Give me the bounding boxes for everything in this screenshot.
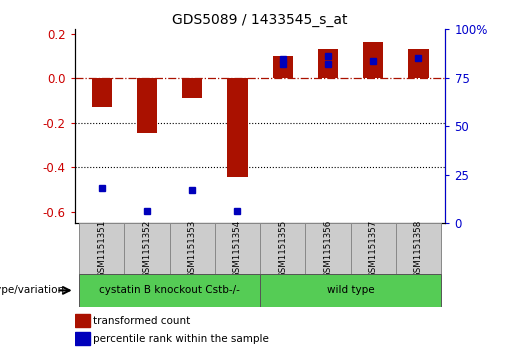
Bar: [363, 42, 383, 78]
Bar: [305, 223, 351, 274]
Text: GSM1151358: GSM1151358: [414, 220, 423, 278]
Bar: [227, 78, 248, 178]
Text: genotype/variation: genotype/variation: [0, 285, 64, 295]
Bar: [396, 223, 441, 274]
Text: GSM1151356: GSM1151356: [323, 220, 332, 278]
Bar: [79, 223, 125, 274]
Text: percentile rank within the sample: percentile rank within the sample: [93, 334, 269, 344]
Title: GDS5089 / 1433545_s_at: GDS5089 / 1433545_s_at: [173, 13, 348, 26]
Text: GSM1151354: GSM1151354: [233, 220, 242, 278]
Bar: [260, 223, 305, 274]
Bar: [260, 274, 441, 307]
Bar: [408, 49, 428, 78]
Bar: [169, 223, 215, 274]
Bar: [79, 274, 260, 307]
Text: GSM1151353: GSM1151353: [188, 220, 197, 278]
Text: wild type: wild type: [327, 285, 374, 295]
Text: GSM1151357: GSM1151357: [369, 220, 377, 278]
Text: GSM1151352: GSM1151352: [143, 220, 151, 278]
Bar: [75, 314, 90, 327]
Bar: [215, 223, 260, 274]
Text: GSM1151351: GSM1151351: [97, 220, 106, 278]
Bar: [75, 332, 90, 345]
Text: transformed count: transformed count: [93, 315, 190, 326]
Bar: [182, 78, 202, 98]
Bar: [351, 223, 396, 274]
Bar: [92, 78, 112, 107]
Text: GSM1151355: GSM1151355: [278, 220, 287, 278]
Bar: [137, 78, 157, 133]
Text: cystatin B knockout Cstb-/-: cystatin B knockout Cstb-/-: [99, 285, 240, 295]
Bar: [318, 49, 338, 78]
Bar: [125, 223, 169, 274]
Bar: [272, 56, 293, 78]
